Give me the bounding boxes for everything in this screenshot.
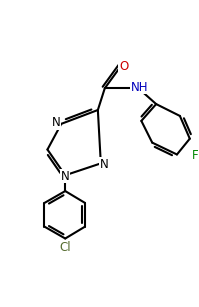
Text: F: F [192, 149, 198, 162]
Text: NH: NH [131, 81, 148, 94]
Text: N: N [52, 116, 61, 129]
Text: N: N [61, 170, 70, 183]
Text: O: O [119, 60, 128, 73]
Text: N: N [100, 158, 109, 171]
Text: Cl: Cl [60, 241, 71, 254]
